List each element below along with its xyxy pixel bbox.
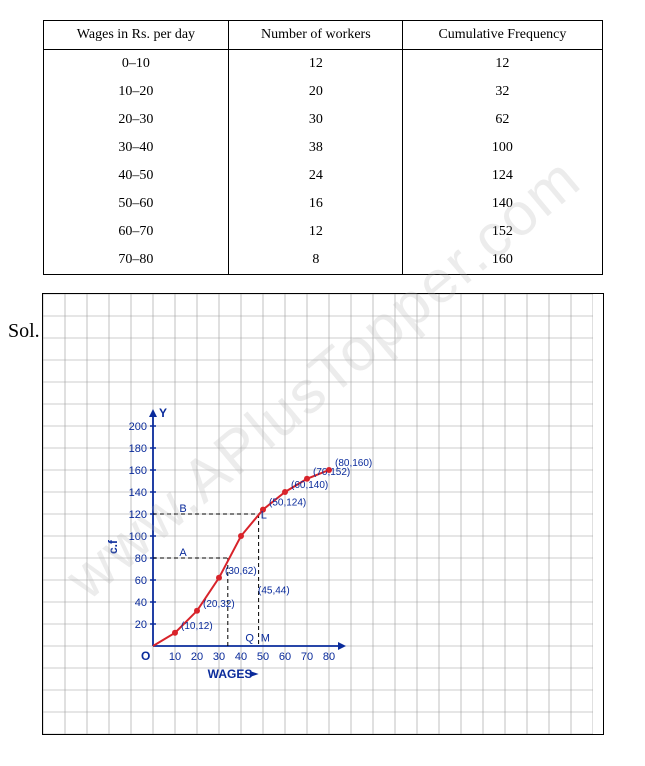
table-cell: 70–80 xyxy=(43,246,229,275)
svg-text:120: 120 xyxy=(128,509,146,521)
table-cell: 12 xyxy=(229,218,403,246)
table-cell: 30 xyxy=(229,106,403,134)
table-cell: 24 xyxy=(229,162,403,190)
chart-svg: 10 20 30 40 50 60 70 80 20 40 60 80 100 120 140 160 180 2… xyxy=(43,294,593,734)
table-cell: 16 xyxy=(229,190,403,218)
table-row: 50–6016140 xyxy=(43,190,602,218)
table-cell: 124 xyxy=(403,162,602,190)
table-cell: 152 xyxy=(403,218,602,246)
svg-text:(10,12): (10,12) xyxy=(181,621,213,632)
table-cell: 20–30 xyxy=(43,106,229,134)
table-row: 0–101212 xyxy=(43,50,602,79)
table-row: 20–303062 xyxy=(43,106,602,134)
table-cell: 8 xyxy=(229,246,403,275)
svg-text:30: 30 xyxy=(212,651,224,663)
svg-text:L: L xyxy=(260,509,266,521)
svg-text:80: 80 xyxy=(134,553,146,565)
svg-text:Q: Q xyxy=(245,633,254,645)
table-cell: 32 xyxy=(403,78,602,106)
table-cell: 12 xyxy=(229,50,403,79)
frequency-table: Wages in Rs. per day Number of workers C… xyxy=(43,20,603,275)
svg-text:(60,140): (60,140) xyxy=(291,480,328,491)
ogive-chart: 10 20 30 40 50 60 70 80 20 40 60 80 100 120 140 160 180 2… xyxy=(42,293,604,735)
svg-text:M: M xyxy=(260,633,269,645)
table-row: 40–5024124 xyxy=(43,162,602,190)
svg-text:140: 140 xyxy=(128,487,146,499)
col-header-cf: Cumulative Frequency xyxy=(403,21,602,50)
table-row: 70–808160 xyxy=(43,246,602,275)
col-header-workers: Number of workers xyxy=(229,21,403,50)
svg-text:160: 160 xyxy=(128,465,146,477)
table-cell: 12 xyxy=(403,50,602,79)
table-cell: 40–50 xyxy=(43,162,229,190)
svg-text:50: 50 xyxy=(256,651,268,663)
svg-text:O: O xyxy=(141,649,150,663)
table-cell: 50–60 xyxy=(43,190,229,218)
table-cell: 20 xyxy=(229,78,403,106)
table-row: 30–4038100 xyxy=(43,134,602,162)
svg-text:80: 80 xyxy=(322,651,334,663)
table-row: 10–202032 xyxy=(43,78,602,106)
solution-label: Sol. xyxy=(8,320,40,343)
svg-text:c.f: c.f xyxy=(106,539,120,554)
svg-text:60: 60 xyxy=(278,651,290,663)
svg-text:180: 180 xyxy=(128,443,146,455)
svg-text:10: 10 xyxy=(168,651,180,663)
table-cell: 160 xyxy=(403,246,602,275)
table-cell: 30–40 xyxy=(43,134,229,162)
table-cell: 0–10 xyxy=(43,50,229,79)
svg-text:(50,124): (50,124) xyxy=(269,498,306,509)
svg-text:WAGES: WAGES xyxy=(207,667,252,681)
col-header-wages: Wages in Rs. per day xyxy=(43,21,229,50)
table-cell: 60–70 xyxy=(43,218,229,246)
svg-text:(20,32): (20,32) xyxy=(203,599,235,610)
svg-text:Y: Y xyxy=(159,406,167,420)
table-row: 60–7012152 xyxy=(43,218,602,246)
table-cell: 62 xyxy=(403,106,602,134)
svg-text:70: 70 xyxy=(300,651,312,663)
svg-text:60: 60 xyxy=(134,575,146,587)
svg-text:20: 20 xyxy=(190,651,202,663)
table-cell: 100 xyxy=(403,134,602,162)
svg-text:B: B xyxy=(179,503,186,515)
svg-text:20: 20 xyxy=(134,619,146,631)
svg-text:A: A xyxy=(179,547,187,559)
svg-text:40: 40 xyxy=(134,597,146,609)
svg-text:200: 200 xyxy=(128,421,146,433)
table-cell: 38 xyxy=(229,134,403,162)
svg-text:(30,62): (30,62) xyxy=(225,566,257,577)
svg-text:(80,160): (80,160) xyxy=(335,458,372,469)
svg-text:100: 100 xyxy=(128,531,146,543)
svg-text:(45,44): (45,44) xyxy=(258,586,290,597)
svg-text:40: 40 xyxy=(234,651,246,663)
table-cell: 10–20 xyxy=(43,78,229,106)
table-cell: 140 xyxy=(403,190,602,218)
